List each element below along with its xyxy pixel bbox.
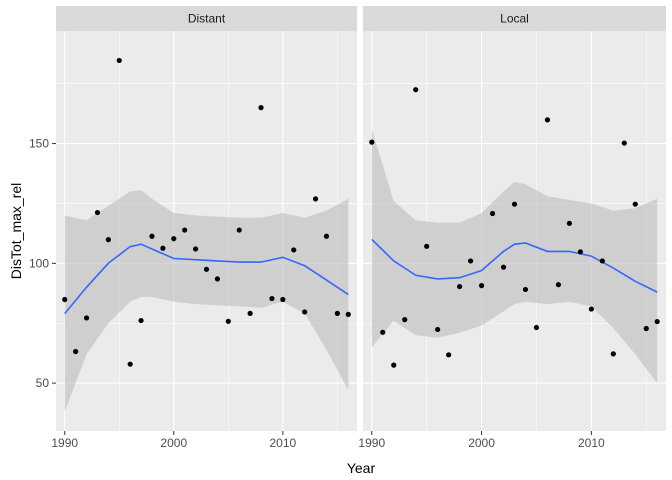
data-point-local xyxy=(588,306,594,312)
x-tick-label: 1990 xyxy=(358,436,385,450)
data-point-local xyxy=(413,87,419,93)
data-point-distant xyxy=(334,310,340,316)
data-point-local xyxy=(478,283,485,289)
data-point-local xyxy=(391,362,397,368)
y-axis: 50 100 150 xyxy=(29,137,56,390)
data-points-distant xyxy=(62,57,351,367)
data-point-distant xyxy=(280,296,286,303)
data-point-local xyxy=(643,325,649,332)
data-point-local xyxy=(555,282,562,288)
data-point-local xyxy=(621,140,627,146)
x-tick-label: 2010 xyxy=(578,436,605,450)
data-point-distant xyxy=(73,348,79,355)
y-tick-label: 50 xyxy=(36,376,50,390)
data-point-distant xyxy=(269,295,275,302)
data-point-distant xyxy=(236,227,242,233)
data-point-local xyxy=(380,329,386,335)
x-axis-title: Year xyxy=(347,460,376,476)
data-point-distant xyxy=(203,266,210,272)
data-point-local xyxy=(435,326,441,333)
data-point-local xyxy=(577,249,583,255)
strip-background-local xyxy=(363,6,666,31)
confidence-band-local xyxy=(371,129,658,384)
data-point-local xyxy=(632,201,638,207)
data-point-local xyxy=(467,258,474,264)
y-tick-label: 100 xyxy=(29,256,49,270)
data-point-distant xyxy=(302,309,308,315)
data-point-distant xyxy=(214,276,221,282)
data-point-distant xyxy=(192,246,199,252)
x-tick-label: 1990 xyxy=(51,436,78,450)
data-point-local xyxy=(544,117,551,123)
data-point-distant xyxy=(62,296,68,303)
data-point-distant xyxy=(323,233,330,239)
data-point-distant xyxy=(116,57,122,64)
x-tick-label: 2000 xyxy=(160,436,187,450)
data-point-local xyxy=(533,324,540,331)
data-point-local xyxy=(489,210,496,217)
minor-gridlines-distant xyxy=(56,31,357,431)
x-tick-label: 2000 xyxy=(468,436,495,450)
data-point-distant xyxy=(312,196,319,202)
data-point-distant xyxy=(127,361,133,367)
data-point-distant xyxy=(160,245,166,251)
smooth-line-distant xyxy=(64,243,349,315)
data-point-distant xyxy=(83,315,90,321)
data-point-local xyxy=(610,351,616,357)
x-axis-ticks-local: 1990 2000 2010 xyxy=(358,431,605,450)
data-point-local xyxy=(511,201,518,207)
data-point-local xyxy=(424,243,430,249)
data-point-local xyxy=(522,286,529,293)
facet-panel-local: Local 1990 2000 2010 xyxy=(358,6,666,450)
data-point-distant xyxy=(258,105,264,111)
facet-panel-distant: Distant 1990 2000 2010 xyxy=(51,6,357,450)
data-point-distant xyxy=(345,311,351,317)
strip-label-distant: Distant xyxy=(188,12,226,26)
data-point-distant xyxy=(138,317,144,324)
smooth-line-local xyxy=(371,238,658,293)
data-point-distant xyxy=(94,209,101,216)
y-axis-title: DisTot_max_rel xyxy=(8,183,24,279)
data-point-local xyxy=(457,283,463,290)
data-point-local xyxy=(566,220,572,226)
data-point-local xyxy=(369,139,375,145)
data-point-distant xyxy=(247,310,253,316)
data-point-distant xyxy=(105,237,111,243)
strip-background-distant xyxy=(56,6,357,31)
data-point-local xyxy=(402,317,408,323)
data-point-local xyxy=(500,264,507,270)
x-tick-label: 2010 xyxy=(269,436,296,450)
data-points-local xyxy=(369,87,660,368)
data-point-distant xyxy=(291,247,297,253)
data-point-local xyxy=(599,258,605,264)
x-axis-ticks-distant: 1990 2000 2010 xyxy=(51,431,297,450)
strip-label-local: Local xyxy=(500,12,529,26)
data-point-local xyxy=(446,352,452,358)
data-point-distant xyxy=(171,236,177,242)
data-point-distant xyxy=(225,318,231,324)
data-point-local xyxy=(654,318,660,325)
data-point-distant xyxy=(182,227,188,233)
y-tick-label: 150 xyxy=(29,137,49,151)
data-point-distant xyxy=(149,233,155,239)
